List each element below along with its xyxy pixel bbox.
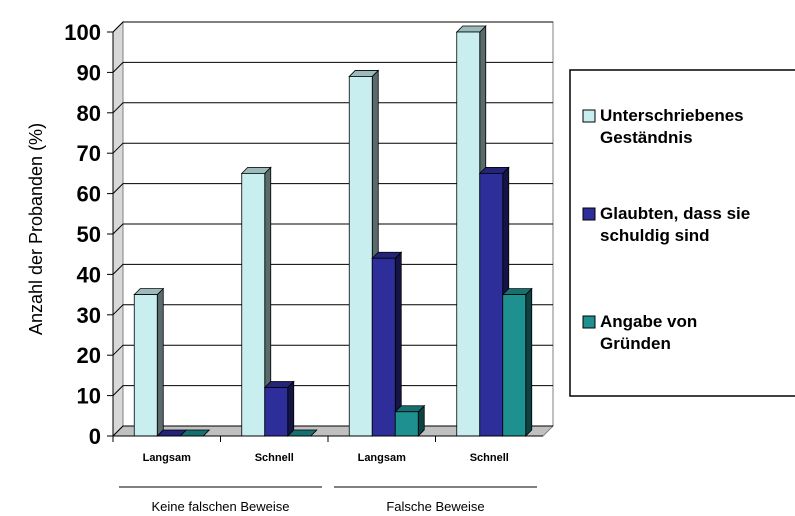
legend-label: Angabe von Gründen: [600, 312, 697, 353]
x-tick-label: Langsam: [358, 452, 407, 464]
bar: [371, 251, 403, 437]
legend-item: Unterschriebenes Geständnis: [582, 106, 744, 147]
group-label: Falsche Beweise: [386, 499, 484, 514]
y-tick-label: 80: [77, 101, 101, 126]
legend: Unterschriebenes Geständnis Glaubten, dass…: [582, 106, 750, 353]
y-tick-label: 20: [77, 343, 101, 368]
gridline: [112, 263, 553, 275]
y-tick-label: 10: [77, 384, 101, 409]
gridline: [112, 61, 553, 73]
y-axis-label: Anzahl der Probanden (%): [26, 123, 46, 335]
legend-item: Angabe von Gründen: [582, 312, 697, 353]
gridline: [112, 304, 553, 316]
gridline: [112, 385, 553, 396]
y-tick-label: 30: [77, 303, 101, 328]
y-tick-label: 90: [77, 60, 101, 85]
group-label: Keine falschen Beweise: [151, 499, 289, 514]
gridline: [112, 223, 553, 235]
y-tick-label: 70: [77, 141, 101, 166]
bar: [394, 404, 426, 437]
axes: 0 10 20 30 40 50 60 70 80 90 100 Langsam Schnell Lang…: [64, 20, 543, 464]
legend-box: [569, 69, 795, 397]
gridline: [112, 102, 553, 114]
y-tick-label: 0: [89, 424, 101, 449]
bar: [240, 166, 272, 437]
bar: [263, 380, 295, 437]
legend-swatch: [582, 109, 596, 123]
x-tick-label: Langsam: [143, 452, 192, 464]
bars: [133, 25, 533, 437]
bar: [501, 287, 533, 437]
y-tick-label: 60: [77, 182, 101, 207]
y-tick-label: 100: [64, 20, 101, 45]
gridline: [112, 21, 553, 33]
gridline: [112, 142, 553, 154]
x-tick-label: Schnell: [255, 452, 294, 464]
gridline: [112, 344, 553, 356]
y-tick-label: 50: [77, 222, 101, 247]
group-labels: Keine falschen Beweise Falsche Beweise: [119, 486, 537, 514]
legend-swatch: [582, 207, 596, 221]
x-tick-label: Schnell: [470, 452, 509, 464]
y-tick-label: 40: [77, 262, 101, 287]
grid-lines: [112, 21, 553, 437]
bar: [133, 287, 165, 437]
legend-label: Glaubten, dass sie schuldig sind: [600, 204, 750, 245]
legend-item: Glaubten, dass sie schuldig sind: [582, 204, 750, 245]
legend-swatch: [582, 315, 596, 329]
gridline: [112, 183, 553, 194]
legend-label: Unterschriebenes Geständnis: [600, 106, 744, 147]
